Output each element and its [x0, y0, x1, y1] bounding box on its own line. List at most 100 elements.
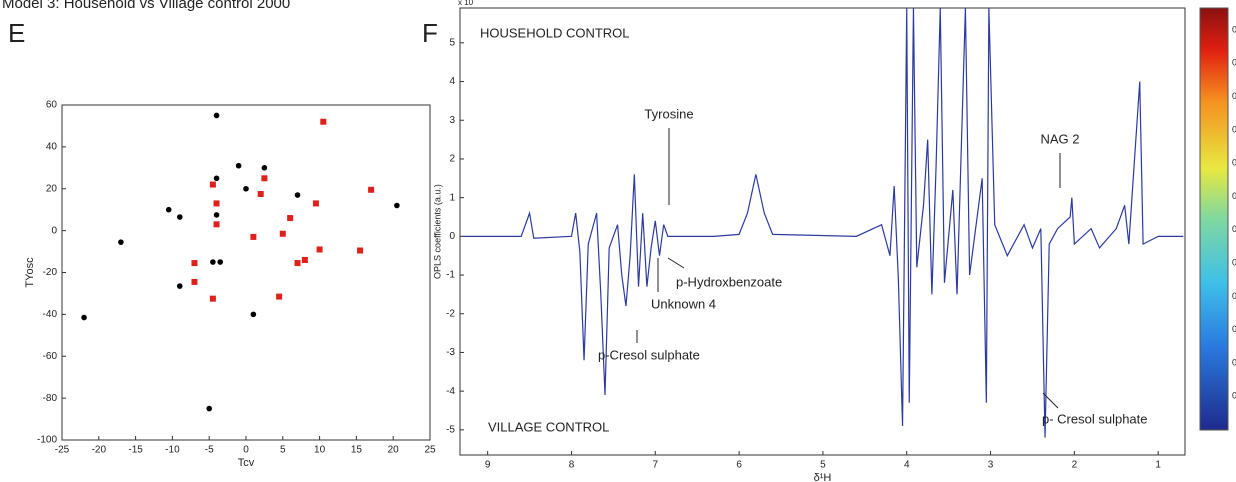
y-tick-label: -40: [43, 309, 58, 320]
point: [217, 259, 224, 265]
x-tick-label: 7: [653, 460, 659, 471]
point: [118, 239, 124, 245]
y-tick-label: 3: [449, 115, 455, 126]
point: [294, 260, 301, 267]
point: [301, 256, 308, 263]
annotation: Unknown 4: [651, 296, 716, 311]
annotation: HOUSEHOLD CONTROL: [480, 25, 630, 40]
point: [357, 247, 364, 254]
leader-line: [1042, 392, 1059, 409]
x-axis-label: Tcv: [238, 457, 255, 469]
colorbar-label: 0.: [1232, 124, 1236, 134]
point: [213, 112, 220, 119]
x-tick-label: 6: [736, 460, 742, 471]
point: [213, 175, 220, 182]
point: [209, 181, 216, 188]
x-tick-label: 1: [1155, 460, 1161, 471]
y-axis-label: OPLS coefficients (a.u.): [432, 184, 442, 279]
colorbar-label: 0.: [1232, 158, 1236, 168]
point: [320, 118, 327, 125]
x-axis-label: δ¹H: [814, 472, 832, 482]
annotation: VILLAGE CONTROL: [488, 419, 609, 434]
point: [312, 200, 319, 207]
annotation: p-Cresol sulphate: [598, 347, 700, 362]
y-tick-label: -2: [446, 308, 455, 319]
x-tick-label: 5: [280, 445, 286, 456]
colorbar-label: 0.: [1232, 324, 1236, 334]
point: [176, 283, 183, 289]
y-tick-label: -60: [43, 351, 58, 362]
point: [176, 214, 183, 220]
y-tick-label: 20: [46, 183, 58, 194]
point: [191, 260, 198, 267]
y-tick-label: 0: [449, 231, 455, 242]
x-tick-label: 15: [351, 445, 363, 456]
x-tick-label: -5: [205, 445, 214, 456]
point: [250, 233, 257, 240]
y-exponent: x 10: [458, 0, 474, 7]
point: [243, 185, 249, 192]
colorbar: [1199, 7, 1229, 431]
y-tick-label: 0: [51, 225, 57, 236]
colorbar-label: 0.: [1232, 224, 1236, 234]
spectrum-line: [462, 8, 1184, 438]
x-tick-label: 0: [243, 445, 249, 456]
point: [213, 212, 220, 218]
point: [81, 314, 87, 321]
y-tick-label: 40: [46, 142, 58, 153]
plot-area: [459, 7, 1186, 456]
point: [287, 215, 294, 222]
figure-title: Model 3: Household vs Village control 20…: [2, 0, 290, 12]
x-tick-label: 8: [569, 460, 575, 471]
x-tick-label: 5: [820, 460, 826, 471]
x-tick-label: 4: [904, 460, 910, 471]
point: [261, 165, 268, 171]
colorbar-label: 0.: [1232, 291, 1236, 301]
x-tick-label: 25: [424, 445, 436, 456]
point: [276, 293, 283, 300]
annotation: p-Hydroxbenzoate: [676, 274, 782, 289]
y-axis-label: TYosc: [24, 257, 36, 288]
point: [210, 259, 216, 265]
x-tick-label: 3: [988, 460, 994, 471]
x-tick-label: 2: [1072, 460, 1078, 471]
panel-letter: F: [422, 18, 438, 48]
point: [257, 190, 264, 197]
colorbar-label: 0.: [1232, 91, 1236, 101]
x-tick-label: -20: [92, 445, 107, 456]
point: [279, 230, 286, 237]
point: [294, 192, 301, 198]
y-tick-label: 60: [46, 100, 58, 111]
y-tick-label: 5: [449, 37, 455, 48]
y-tick-label: -100: [37, 435, 57, 446]
point: [213, 221, 220, 228]
point: [368, 186, 375, 193]
x-tick-label: 9: [485, 460, 491, 471]
colorbar-label: 0.: [1232, 58, 1236, 68]
y-tick-label: -3: [446, 347, 455, 358]
y-tick-label: -5: [446, 424, 455, 435]
colorbar-label: 0.: [1232, 357, 1236, 367]
x-tick-label: -15: [128, 445, 143, 456]
y-tick-label: 4: [449, 76, 455, 87]
point: [206, 405, 212, 412]
leader-line: [667, 257, 685, 269]
annotation: NAG 2: [1040, 131, 1079, 146]
point: [316, 246, 323, 253]
y-tick-label: -80: [43, 393, 58, 404]
annotation: Tyrosine: [644, 106, 693, 121]
colorbar-label: 0.: [1232, 191, 1236, 201]
x-tick-label: 20: [388, 445, 400, 456]
point: [261, 175, 268, 182]
annotation: p- Cresol sulphate: [1042, 411, 1148, 426]
x-tick-label: -25: [55, 445, 70, 456]
colorbar-label: 0.: [1232, 391, 1236, 401]
y-tick-label: 1: [449, 192, 455, 203]
y-tick-label: -1: [446, 270, 455, 281]
point: [191, 278, 198, 285]
plot-area: [61, 104, 431, 441]
point: [213, 200, 220, 207]
y-tick-label: -4: [446, 386, 455, 397]
x-tick-label: -10: [165, 445, 180, 456]
colorbar-label: 0.: [1232, 257, 1236, 267]
